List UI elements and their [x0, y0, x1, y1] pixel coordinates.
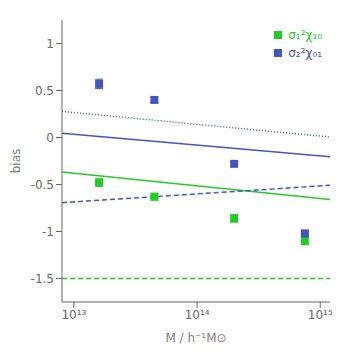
svg-text:-1: -1 [42, 225, 54, 239]
svg-text:1: 1 [46, 37, 54, 51]
svg-text:-0.5: -0.5 [31, 178, 54, 192]
svg-text:10¹³: 10¹³ [61, 308, 86, 322]
svg-text:-1.5: -1.5 [31, 272, 54, 286]
html-text:σ₂²χ₀₁: σ₂²χ₀₁ [288, 46, 322, 60]
svg-text:10¹⁵: 10¹⁵ [308, 308, 333, 322]
svg-text:0.5: 0.5 [35, 84, 54, 98]
svg-text:0: 0 [46, 131, 54, 145]
svg-text:10¹⁴: 10¹⁴ [185, 308, 210, 322]
html-text:σ₁²χ₁₀: σ₁²χ₁₀ [288, 28, 322, 42]
svg-text:M / h⁻¹M⊙: M / h⁻¹M⊙ [165, 331, 226, 345]
svg-text:bias: bias [9, 149, 23, 174]
